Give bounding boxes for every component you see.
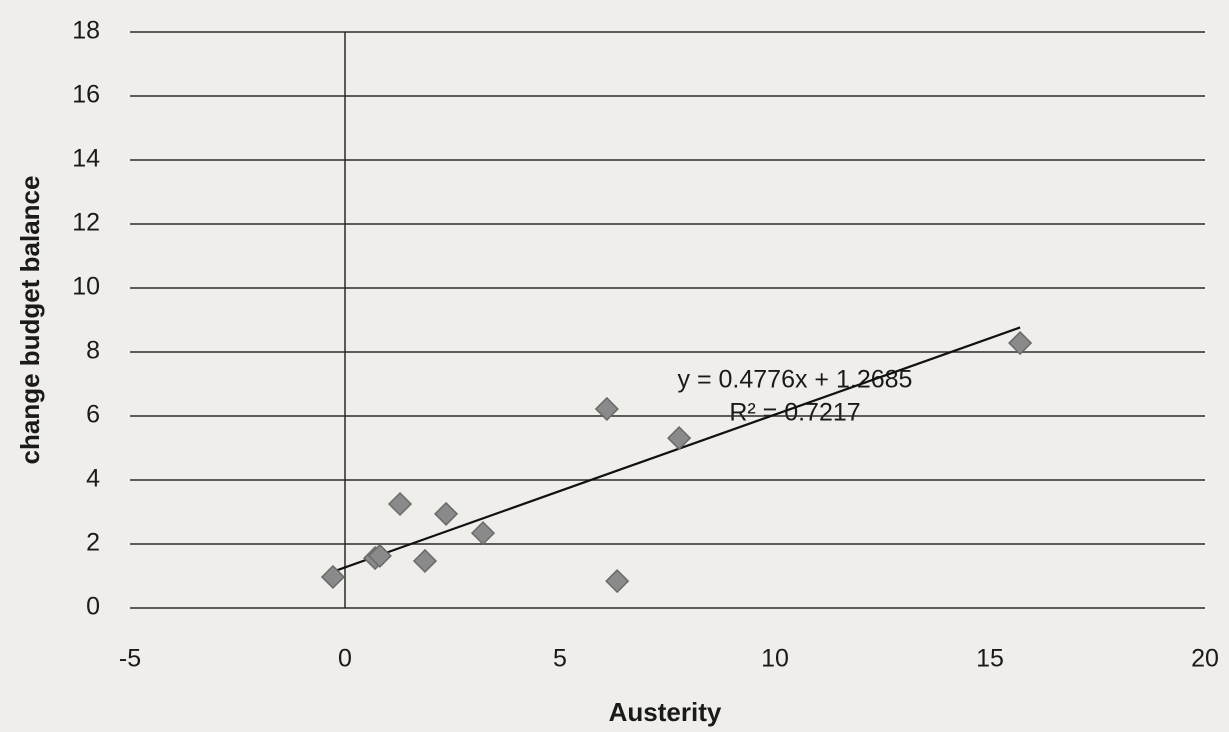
- point: [1008, 330, 1033, 356]
- x-tick-label: 15: [976, 645, 1004, 673]
- point: [594, 396, 619, 422]
- y-tick-label: 16: [72, 81, 100, 109]
- point: [433, 501, 459, 526]
- point: [605, 569, 630, 594]
- y-tick-label: 2: [86, 529, 100, 557]
- x-tick-label: -5: [119, 645, 141, 673]
- x-tick-label: 0: [338, 645, 352, 673]
- point: [667, 426, 692, 451]
- y-tick-label: 14: [72, 145, 100, 173]
- y-tick-label: 6: [86, 401, 100, 429]
- point: [387, 491, 413, 517]
- point: [412, 548, 438, 574]
- x-tick-label: 20: [1191, 645, 1219, 673]
- point: [367, 543, 392, 568]
- x-tick-label: 10: [761, 645, 789, 673]
- point: [470, 521, 496, 546]
- y-tick-label: 0: [86, 593, 100, 621]
- trendline-equation: y = 0.4776x + 1.2685: [678, 366, 913, 394]
- trendline: [332, 326, 1021, 573]
- y-tick-label: 4: [86, 465, 100, 493]
- x-tick-label: 5: [553, 645, 567, 673]
- x-axis-title: Austerity: [609, 697, 722, 727]
- y-tick-label: 12: [72, 209, 100, 237]
- y-tick-label: 8: [86, 337, 100, 365]
- y-tick-label: 10: [72, 273, 100, 301]
- trendline-r2: R² = 0.7217: [729, 399, 860, 427]
- y-tick-label: 18: [72, 17, 100, 45]
- y-axis-title: change budget balance: [15, 176, 45, 465]
- point: [320, 564, 346, 590]
